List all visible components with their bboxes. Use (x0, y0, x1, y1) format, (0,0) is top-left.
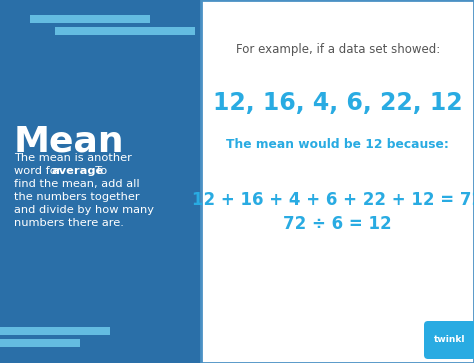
Bar (0, 339, 80, 347)
Text: Mean: Mean (14, 125, 125, 159)
Text: 12, 16, 4, 6, 22, 12: 12, 16, 4, 6, 22, 12 (213, 91, 463, 115)
Bar (55, 27, 195, 35)
Text: 12 + 16 + 4 + 6 + 22 + 12 = 72: 12 + 16 + 4 + 6 + 22 + 12 = 72 (192, 191, 474, 209)
Bar (30, 15, 150, 23)
Text: the numbers together: the numbers together (14, 192, 140, 202)
Text: twinkl: twinkl (434, 335, 466, 344)
Text: For example, if a data set showed:: For example, if a data set showed: (236, 43, 440, 56)
Bar (0, 0, 201, 363)
Text: The mean is another: The mean is another (14, 153, 132, 163)
FancyBboxPatch shape (424, 321, 474, 359)
Text: numbers there are.: numbers there are. (14, 218, 124, 228)
Text: and divide by how many: and divide by how many (14, 205, 154, 215)
Text: word for: word for (14, 166, 65, 176)
Text: average: average (52, 166, 104, 176)
Text: . To: . To (88, 166, 107, 176)
Text: 72 ÷ 6 = 12: 72 ÷ 6 = 12 (283, 215, 392, 233)
Text: find the mean, add all: find the mean, add all (14, 179, 140, 189)
Bar (0, 327, 110, 335)
Text: The mean would be 12 because:: The mean would be 12 because: (226, 138, 449, 151)
Bar (201, 0, 474, 363)
